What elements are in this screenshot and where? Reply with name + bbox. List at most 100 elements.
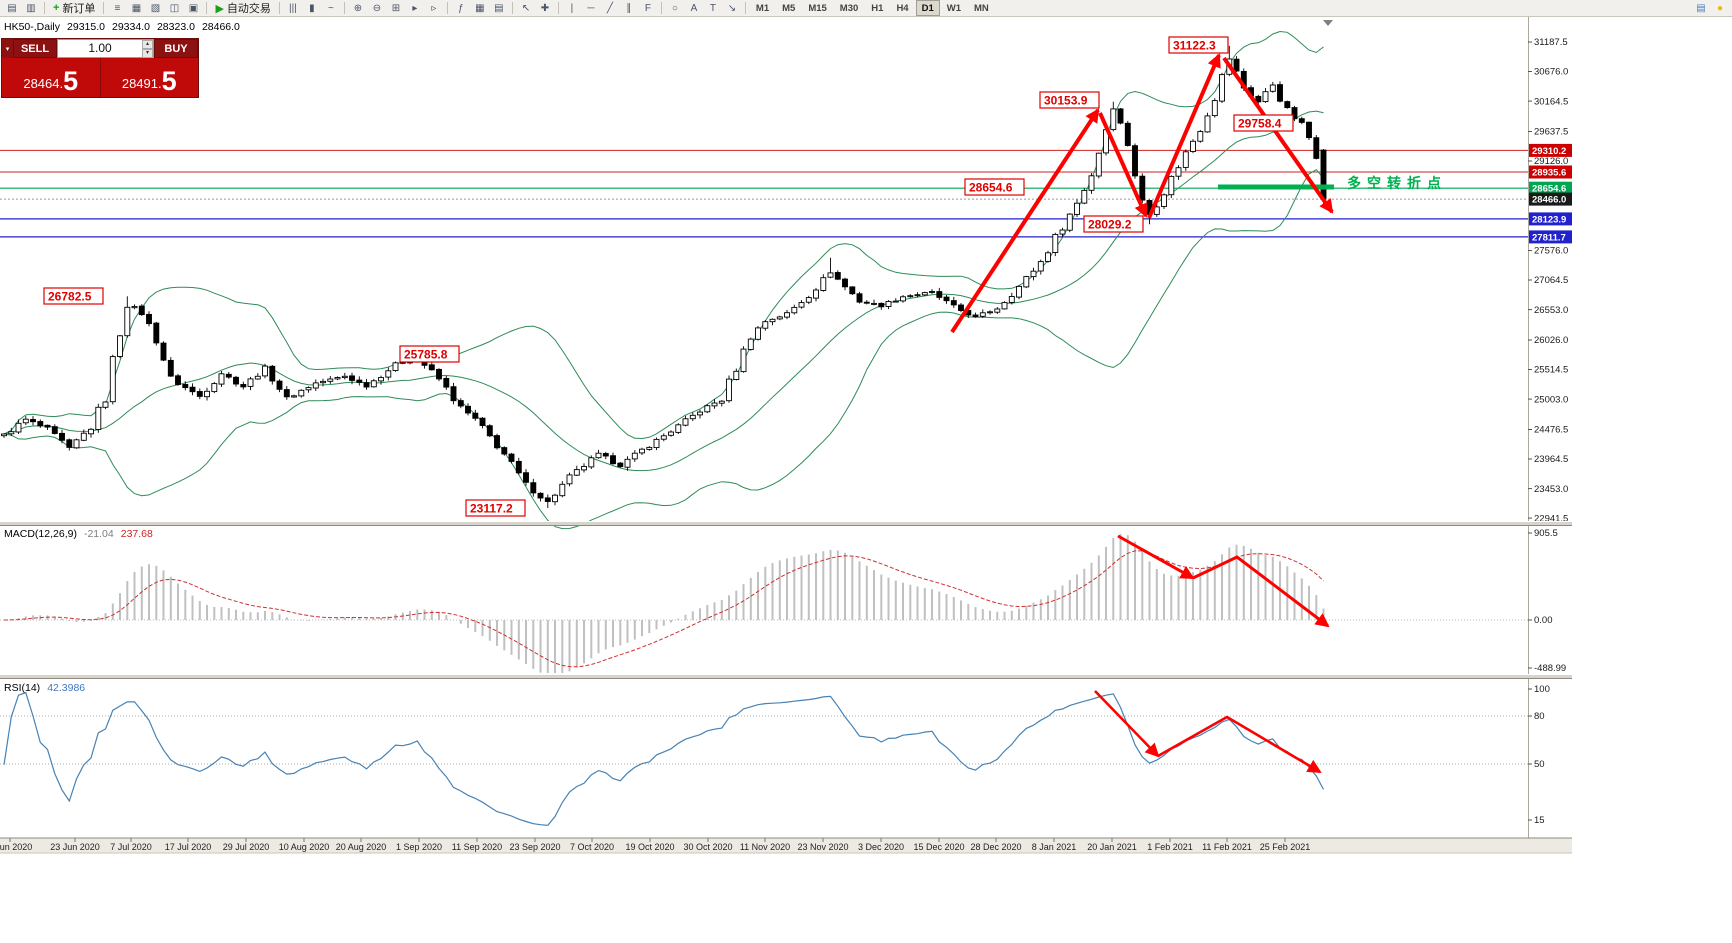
- price-label-annotation[interactable]: 28029.2: [1083, 215, 1144, 233]
- data-window-icon[interactable]: ▦: [131, 2, 142, 14]
- chart-profiles-icon[interactable]: ▥: [26, 2, 36, 14]
- rsi-value: 42.3986: [47, 682, 86, 694]
- price-label-annotation[interactable]: 30153.9: [1039, 91, 1100, 109]
- timeframe-W1[interactable]: W1: [946, 2, 961, 14]
- trend-arrow[interactable]: [1147, 53, 1221, 219]
- price-label-annotation[interactable]: 25785.8: [399, 345, 460, 363]
- bollinger-lower-band: [3, 168, 1324, 530]
- macd-title-label: MACD(12,26,9): [4, 528, 77, 540]
- rsi-scale-label: 100: [1534, 684, 1550, 695]
- horizontal-price-lines[interactable]: [0, 149, 1528, 238]
- chart-shift-marker[interactable]: [1323, 20, 1333, 26]
- autotrade-button[interactable]: ▶ 自动交易: [211, 1, 274, 16]
- toolbar-separator: [557, 2, 559, 14]
- date-tick-label: 25 Feb 2021: [1260, 842, 1311, 852]
- collapse-trade-panel-button[interactable]: ▾: [2, 39, 13, 58]
- date-tick-label: 7 Jul 2020: [110, 842, 152, 852]
- fibonacci-icon[interactable]: F: [644, 2, 651, 14]
- sell-price[interactable]: 28464. 5: [2, 58, 101, 97]
- periods-icon[interactable]: ▦: [475, 2, 485, 14]
- buy-price-main: 28491.: [121, 76, 162, 91]
- trend-arrow[interactable]: [950, 108, 1100, 334]
- date-tick-label: 1 Jun 2020: [0, 842, 32, 852]
- candlestick-chart-icon[interactable]: ▮: [309, 2, 315, 14]
- trendline-icon[interactable]: ╱: [606, 2, 613, 14]
- timeframe-M1[interactable]: M1: [755, 2, 770, 14]
- docs-icon[interactable]: ▤: [1696, 2, 1706, 14]
- volume-decrease-button[interactable]: ▾: [142, 49, 153, 58]
- market-watch-icon[interactable]: ≡: [114, 2, 121, 14]
- toolbar-separator: [44, 2, 45, 14]
- zoom-out-icon[interactable]: ⊖: [372, 2, 382, 14]
- buy-price[interactable]: 28491. 5: [101, 58, 199, 97]
- zoom-in-icon[interactable]: ⊕: [353, 2, 363, 14]
- horizontal-line-icon[interactable]: ─: [587, 2, 595, 14]
- trend-arrow[interactable]: [1094, 690, 1160, 758]
- date-tick-label: 29 Jul 2020: [223, 842, 270, 852]
- new-order-button[interactable]: + 新订单: [49, 1, 99, 16]
- price-label-annotation[interactable]: 23117.2: [465, 499, 526, 517]
- price-tick-label: 25003.0: [1534, 394, 1568, 405]
- price-label-annotation[interactable]: 28654.6: [964, 178, 1025, 196]
- trend-arrow[interactable]: [1098, 112, 1148, 218]
- price-label-annotation[interactable]: 29758.4: [1233, 114, 1294, 132]
- text-icon[interactable]: A: [690, 2, 698, 14]
- price-label-annotation[interactable]: 26782.5: [43, 287, 104, 305]
- price-tick-label: 27576.0: [1534, 246, 1568, 257]
- vertical-line-icon[interactable]: |: [570, 2, 574, 14]
- price-label-annotation[interactable]: 31122.3: [1168, 36, 1229, 54]
- notifications-icon[interactable]: ●: [1716, 2, 1724, 14]
- templates-icon[interactable]: ▤: [494, 2, 504, 14]
- tile-windows-icon[interactable]: ⊞: [391, 2, 401, 14]
- date-tick-label: 19 Oct 2020: [625, 842, 674, 852]
- shapes-icon[interactable]: ○: [671, 2, 678, 14]
- equidistant-channel-icon[interactable]: ∥: [626, 2, 632, 14]
- navigator-icon[interactable]: ▧: [150, 2, 161, 14]
- timeframe-D1[interactable]: D1: [915, 0, 940, 16]
- timeframe-M30[interactable]: M30: [839, 2, 859, 14]
- bar-chart-icon[interactable]: |||: [289, 2, 297, 14]
- arrows-icon[interactable]: ↘: [727, 2, 737, 14]
- price-tick-label: 27064.5: [1534, 275, 1568, 286]
- volume-spinner: ▴ ▾: [142, 40, 153, 58]
- chart-ohlc-header: HK50-,Daily 29315.0 29334.0 28323.0 2846…: [4, 21, 240, 33]
- volume-increase-button[interactable]: ▴: [142, 40, 153, 49]
- toolbar-separator: [744, 2, 746, 14]
- crosshair-icon[interactable]: ✚: [540, 2, 550, 14]
- volume-value[interactable]: 1.00: [88, 41, 112, 55]
- date-tick-label: 11 Nov 2020: [740, 842, 790, 852]
- timeframe-H1[interactable]: H1: [871, 2, 884, 14]
- indicators-icon[interactable]: ƒ: [458, 2, 464, 14]
- cursor-icon[interactable]: ↖: [521, 2, 531, 14]
- chart-canvas[interactable]: 26782.5 25785.8 23117.2 28654.6 30153.9 28029…: [0, 17, 1732, 943]
- toolbar-separator: [206, 2, 208, 14]
- trend-arrow[interactable]: [1157, 715, 1322, 774]
- new-chart-icon[interactable]: ▤: [7, 2, 17, 14]
- timeframe-H4[interactable]: H4: [896, 2, 909, 14]
- macd-main-value: -21.04: [83, 528, 114, 540]
- price-axis[interactable]: 31187.5 30676.0 30164.5 29637.5 29126.0 27576…: [1528, 37, 1568, 524]
- text-label-icon[interactable]: T: [709, 2, 716, 14]
- auto-scroll-icon[interactable]: ▸: [412, 2, 418, 14]
- rsi-scale-label: 50: [1534, 759, 1545, 770]
- sell-button[interactable]: SELL: [13, 39, 57, 58]
- timeframe-M5[interactable]: M5: [782, 2, 796, 14]
- date-axis[interactable]: 1 Jun 2020 23 Jun 2020 7 Jul 2020 17 Jul 20…: [0, 837, 1572, 854]
- trend-arrow[interactable]: [1222, 56, 1334, 214]
- price-tick-label: 24476.5: [1534, 425, 1568, 436]
- turning-point-note[interactable]: 多空转折点: [1347, 175, 1447, 191]
- strategy-tester-icon[interactable]: ▣: [188, 2, 199, 14]
- date-tick-label: 23 Nov 2020: [797, 842, 848, 852]
- timeframe-M15[interactable]: M15: [808, 2, 827, 14]
- rsi-separator[interactable]: [0, 674, 1572, 679]
- chart-shift-icon[interactable]: ▹: [431, 2, 437, 14]
- trend-arrow[interactable]: [1192, 555, 1330, 628]
- macd-separator[interactable]: [0, 521, 1572, 526]
- trend-arrow[interactable]: [1117, 534, 1195, 580]
- timeframe-MN[interactable]: MN: [974, 2, 989, 14]
- buy-button[interactable]: BUY: [154, 39, 198, 58]
- terminal-icon[interactable]: ◫: [169, 2, 180, 14]
- line-chart-icon[interactable]: ~: [327, 2, 334, 14]
- macd-header: MACD(12,26,9) -21.04 237.68: [4, 528, 153, 540]
- volume-input[interactable]: 1.00 ▴ ▾: [57, 39, 154, 58]
